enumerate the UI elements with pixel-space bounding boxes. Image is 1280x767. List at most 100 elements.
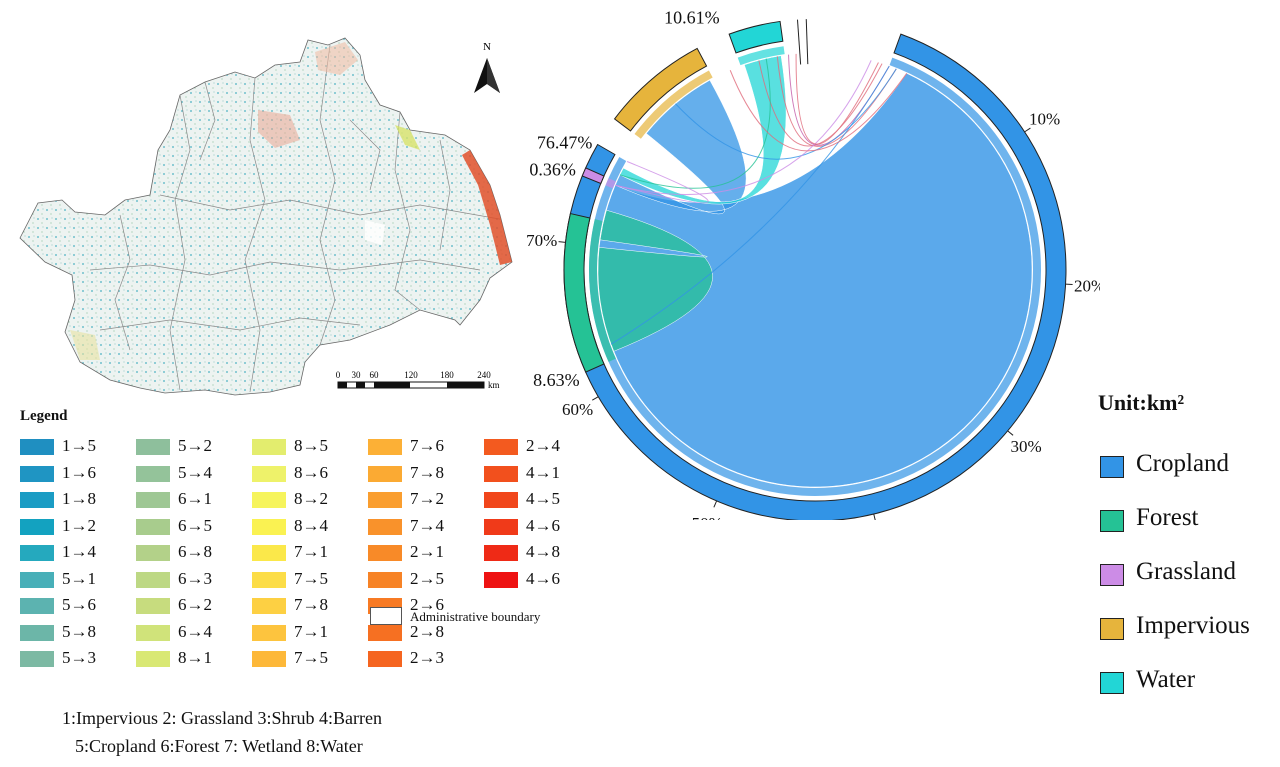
legend-label: 1→5 xyxy=(62,436,96,455)
legend-label: 7→8 xyxy=(294,595,328,614)
sector-percent-forest: 8.63% xyxy=(533,370,580,390)
land-code-key-line-1: 1:Impervious 2: Grassland 3:Shrub 4:Barr… xyxy=(62,708,382,728)
scale-unit: km xyxy=(488,380,500,390)
legend-swatch xyxy=(368,545,402,561)
category-label: Water xyxy=(1136,666,1196,693)
scale-tick-60: 60 xyxy=(370,370,380,380)
scale-tick-240: 240 xyxy=(477,370,491,380)
legend-swatch xyxy=(252,518,286,535)
chord-flow-line xyxy=(610,65,890,345)
legend-swatch xyxy=(368,518,402,535)
scale-tick-0: 0 xyxy=(336,370,341,380)
scale-tick-180: 180 xyxy=(440,370,454,380)
legend-label: 4→1 xyxy=(526,462,560,482)
chord-flow-line xyxy=(758,60,883,147)
chord-flow-line xyxy=(675,68,897,160)
legend-swatch xyxy=(20,545,54,561)
sector-arc-cropland xyxy=(563,33,1067,520)
north-label: N xyxy=(483,41,491,53)
legend-swatch xyxy=(484,492,518,508)
legend-label: 7→8 xyxy=(410,462,444,482)
north-arrow-icon xyxy=(474,58,500,93)
cropland-axis-tick xyxy=(873,513,876,520)
legend-label: 1→4 xyxy=(62,542,96,561)
sector-arc-impervious xyxy=(613,47,708,132)
legend-swatch xyxy=(20,492,54,508)
sector-arc-grassland xyxy=(581,167,605,185)
legend-label: 5→4 xyxy=(178,462,212,482)
scale-bar: 0 30 60 120 180 240 km xyxy=(336,370,500,390)
chord-flow-line xyxy=(615,60,872,196)
chord-flow-line xyxy=(795,53,879,145)
land-use-map: N 0 30 60 120 180 240 km xyxy=(19,37,513,396)
cropland-axis-tick xyxy=(713,500,718,508)
category-swatch xyxy=(1100,618,1124,640)
category-label: Forest xyxy=(1136,504,1199,531)
land-code-key-line-2: 5:Cropland 6:Forest 7: Wetland 8:Water xyxy=(75,736,363,756)
legend-label: 2→1 xyxy=(410,542,444,561)
cropland-axis-label: 60% xyxy=(562,400,593,419)
admin-boundary-label: Administrative boundary xyxy=(410,609,541,624)
legend-swatch xyxy=(252,439,286,455)
category-label: Impervious xyxy=(1136,612,1250,639)
legend-label: 5→8 xyxy=(62,621,96,641)
legend-swatch xyxy=(20,465,54,482)
sector-arc-forest xyxy=(563,212,605,373)
legend-label: 1→6 xyxy=(62,462,96,482)
legend-swatch xyxy=(136,624,170,641)
category-swatch xyxy=(1100,564,1124,586)
legend-swatch xyxy=(20,624,54,641)
legend-swatch xyxy=(252,465,286,482)
legend-swatch xyxy=(252,571,286,588)
legend-swatch xyxy=(484,545,518,561)
legend-swatch xyxy=(484,465,518,482)
legend-label: 6→4 xyxy=(178,621,212,641)
legend-title: Legend xyxy=(20,408,68,424)
legend-label: 2→4 xyxy=(526,436,560,455)
legend-label: 7→1 xyxy=(294,621,328,641)
legend-label: 4→6 xyxy=(526,568,560,588)
map-region xyxy=(19,37,513,396)
sector-inner-grassland xyxy=(605,178,616,189)
legend-swatch xyxy=(136,492,170,508)
legend-label: 2→3 xyxy=(410,648,444,667)
legend-swatch xyxy=(368,439,402,455)
legend-label: 6→1 xyxy=(178,489,212,508)
category-swatch xyxy=(1100,510,1124,532)
legend-swatch xyxy=(368,651,402,667)
legend-swatch xyxy=(20,651,54,667)
legend-swatch xyxy=(368,465,402,482)
chord-gap-stroke xyxy=(796,19,802,65)
scale-tick-120: 120 xyxy=(404,370,418,380)
legend-swatch xyxy=(484,571,518,588)
legend-label: 4→5 xyxy=(526,489,560,508)
legend-swatch xyxy=(368,624,402,641)
cropland-axis-label: 70% xyxy=(526,231,557,250)
chord-flow-line xyxy=(729,70,908,152)
chord-impervious-cropland xyxy=(614,79,747,215)
sector-percent-water: 3.92% xyxy=(758,0,805,1)
legend-label: 7→2 xyxy=(410,489,444,508)
legend-swatch xyxy=(252,492,286,508)
legend-label: 8→5 xyxy=(294,436,328,455)
cropland-axis-tick xyxy=(592,396,599,401)
legend-label: 4→6 xyxy=(526,515,560,535)
legend-label: 7→6 xyxy=(410,436,444,455)
legend-label: 5→2 xyxy=(178,436,212,455)
cropland-axis-label: 30% xyxy=(1011,437,1042,456)
cropland-axis-tick xyxy=(1007,430,1014,436)
sector-percent-impervious: 10.61% xyxy=(664,7,720,27)
legend-label: 6→3 xyxy=(178,568,212,588)
legend-label: 6→5 xyxy=(178,515,212,535)
legend-swatch xyxy=(136,518,170,535)
chord-flow-line xyxy=(615,161,709,204)
sector-inner-impervious xyxy=(634,70,713,139)
sector-percent-grassland: 0.36% xyxy=(529,159,576,179)
legend-swatch xyxy=(252,598,286,614)
legend-swatch xyxy=(484,439,518,455)
legend-label: 6→2 xyxy=(178,595,212,614)
legend-label: 2→5 xyxy=(410,568,444,588)
cropland-axis-tick xyxy=(558,241,566,243)
sector-inner-water xyxy=(737,46,785,66)
admin-boundary-swatch xyxy=(370,607,402,625)
